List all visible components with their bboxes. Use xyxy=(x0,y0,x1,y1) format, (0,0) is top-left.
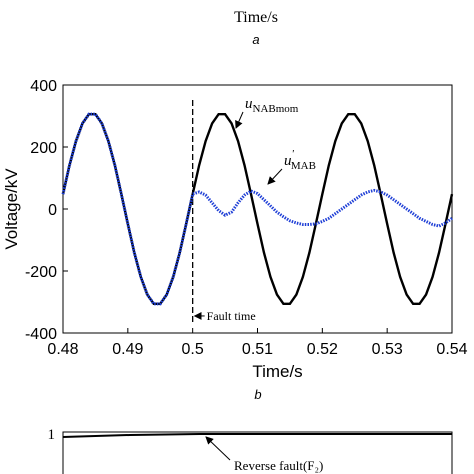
y-tick-label: 400 xyxy=(30,78,57,95)
x-tick-label: 0.52 xyxy=(307,341,338,358)
x-axis-label: Time/s xyxy=(252,362,302,381)
series-label-sub: MAB xyxy=(291,160,316,172)
y-tick-label: 0 xyxy=(48,202,57,219)
series-label-name: u xyxy=(245,96,253,112)
fault-label: Fault time xyxy=(207,309,256,323)
y-tick-label: -200 xyxy=(25,264,57,281)
series-label: uNABmom xyxy=(245,96,299,115)
panel-c-annotation: Reverse fault(F₂) xyxy=(234,458,323,473)
y-tick-label: -400 xyxy=(25,326,57,343)
x-tick-label: 0.54 xyxy=(436,341,467,358)
series-label-sup: ' xyxy=(292,148,295,160)
series-line xyxy=(61,112,454,306)
caption: b xyxy=(254,387,261,402)
panel-b: -400 -200 0 200 400 0.48 0.49 0.5 0.51 0.52 0.53 0.… xyxy=(2,78,468,402)
panel-c-line xyxy=(62,433,452,438)
x-tick-label: 0.5 xyxy=(182,341,204,358)
panel-c-ytick: 1 xyxy=(48,427,56,443)
series-label-arrow xyxy=(235,111,244,129)
series-label-sub: NABmom xyxy=(253,103,299,115)
x-tick-label: 0.53 xyxy=(372,341,403,358)
panel-c-arrow xyxy=(205,436,231,461)
x-tick-label: 0.49 xyxy=(112,341,143,358)
axes-box xyxy=(62,84,453,334)
series-label: u' MAB xyxy=(284,148,316,172)
y-axis-label: Voltage/kV xyxy=(2,168,21,250)
x-tick-label: 0.51 xyxy=(242,341,273,358)
x-tick-label: 0.48 xyxy=(47,341,78,358)
series-label-name: u xyxy=(284,153,292,169)
panel-c-axes xyxy=(62,431,453,474)
series-label-arrow xyxy=(267,168,283,185)
panel-a-xlabel: Time/s xyxy=(234,9,278,26)
panel-a-caption: a xyxy=(252,32,259,47)
series-line xyxy=(61,112,453,306)
y-tick-label: 200 xyxy=(30,140,57,157)
